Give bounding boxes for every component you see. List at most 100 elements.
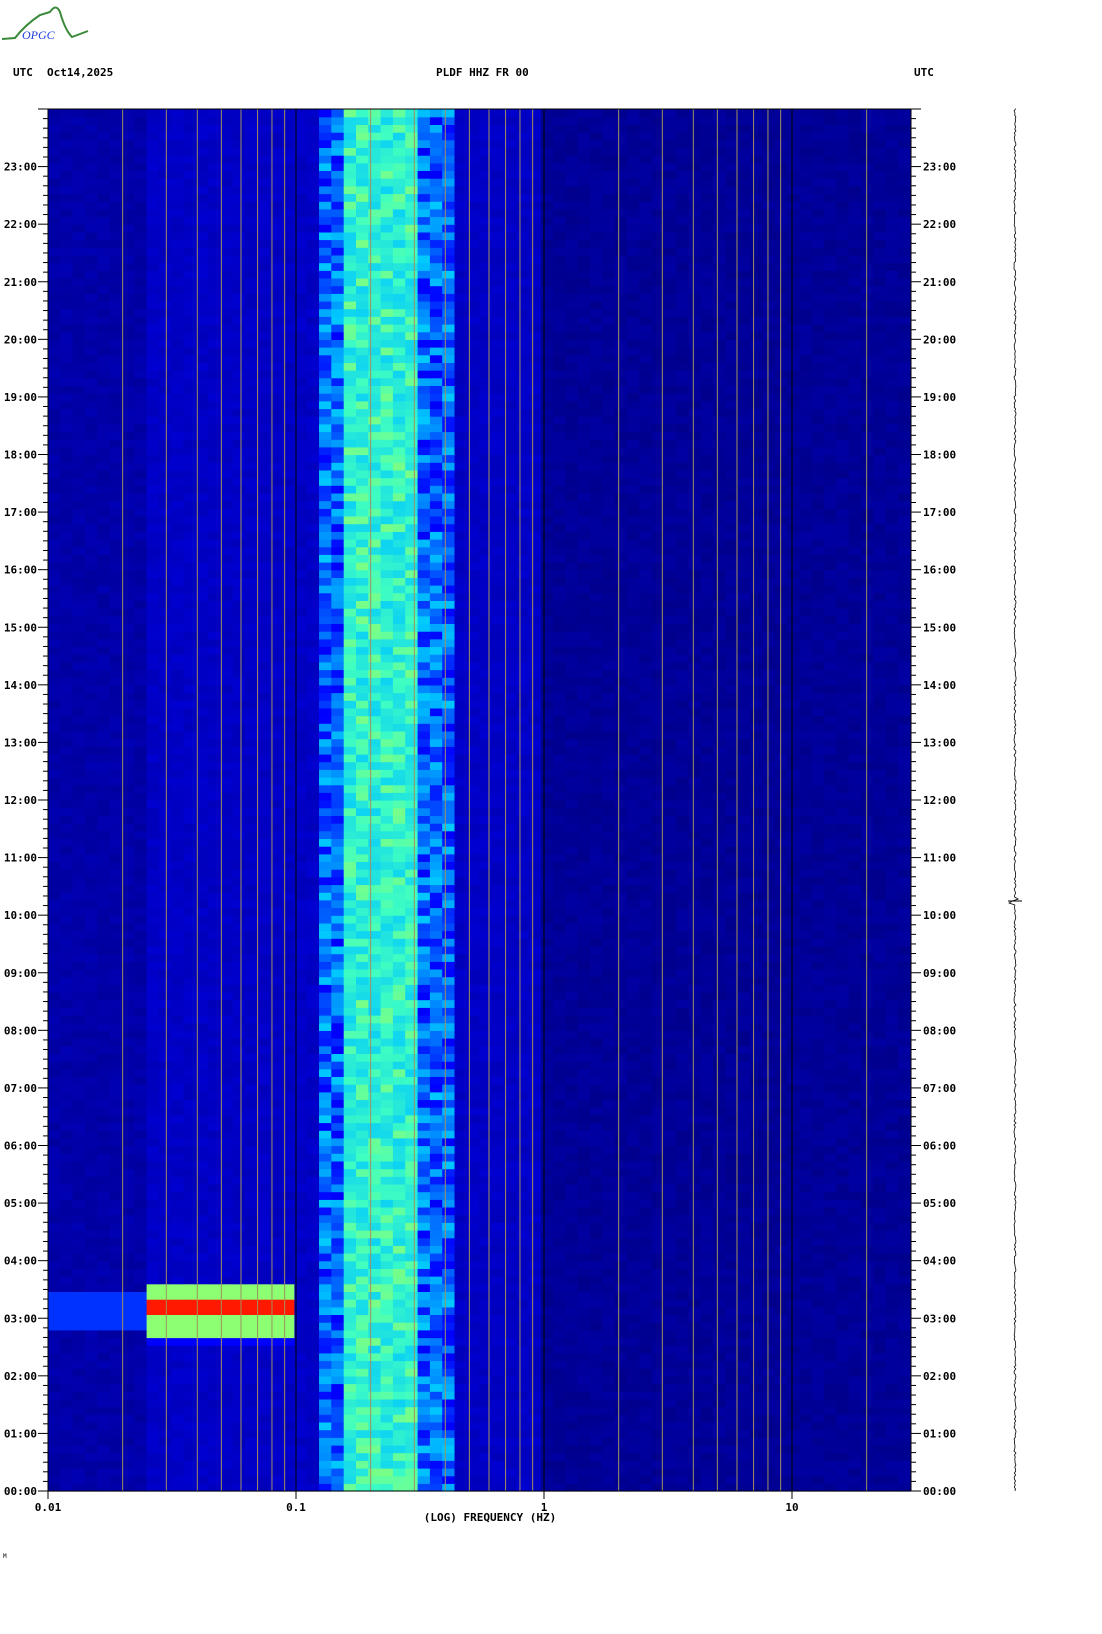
heatmap-cell (392, 1153, 406, 1162)
heatmap-cell (343, 1291, 357, 1300)
heatmap-cell (392, 1122, 406, 1131)
heatmap-cell (454, 1076, 468, 1085)
heatmap-cell (540, 1253, 554, 1262)
heatmap-cell (774, 1460, 788, 1469)
heatmap-cell (528, 1398, 542, 1408)
heatmap-cell (146, 945, 160, 955)
heatmap-cell (639, 1429, 653, 1438)
heatmap-cell (282, 1153, 295, 1162)
heatmap-cell (750, 1468, 764, 1477)
heatmap-cell (121, 1460, 135, 1469)
heatmap-cell (479, 1160, 493, 1170)
heatmap-cell (627, 1475, 640, 1484)
heatmap-cell (294, 1368, 308, 1377)
heatmap-cell (282, 1091, 295, 1101)
heatmap-cell (590, 1391, 603, 1400)
heatmap-cell (885, 1053, 899, 1062)
heatmap-cell (540, 1329, 554, 1339)
heatmap-cell (245, 1038, 258, 1047)
heatmap-cell (602, 1114, 616, 1124)
heatmap-cell (343, 1230, 357, 1239)
heatmap-cell (392, 1007, 406, 1016)
heatmap-cell (503, 1122, 517, 1131)
heatmap-cell (331, 961, 345, 970)
heatmap-cell (257, 1176, 271, 1185)
heatmap-cell (479, 1214, 493, 1223)
heatmap-cell (134, 1475, 148, 1484)
heatmap-cell (811, 1068, 825, 1077)
heatmap-cell (491, 1222, 505, 1231)
heatmap-cell (651, 1214, 665, 1223)
logo-text: OPGC (22, 28, 56, 42)
heatmap-cell (343, 1107, 357, 1116)
heatmap-cell (528, 1291, 542, 1300)
heatmap-cell (171, 1153, 185, 1162)
heatmap-cell (97, 1222, 111, 1231)
heatmap-cell (134, 1452, 148, 1461)
heatmap-cell (294, 1084, 308, 1093)
heatmap-cell (861, 1145, 874, 1154)
heatmap-cell (134, 1253, 148, 1262)
heatmap-cell (491, 945, 505, 955)
heatmap-cell (577, 968, 591, 978)
heatmap-cell (688, 1084, 702, 1093)
heatmap-cell (72, 1421, 86, 1431)
heatmap-cell (208, 1468, 221, 1477)
heatmap-cell (282, 1107, 295, 1116)
heatmap-cell (146, 1222, 160, 1231)
heatmap-cell (479, 961, 493, 970)
heatmap-cell (700, 1360, 714, 1369)
heatmap-cell (885, 1268, 899, 1277)
heatmap-cell (429, 1107, 443, 1116)
heatmap-cell (885, 1368, 899, 1377)
heatmap-cell (479, 1391, 493, 1400)
heatmap-cell (405, 1306, 419, 1315)
heatmap-cell (627, 976, 640, 985)
heatmap-cell (60, 961, 74, 970)
heatmap-cell (171, 1183, 185, 1193)
heatmap-cell (824, 984, 837, 993)
heatmap-cell (85, 1360, 98, 1369)
heatmap-cell (442, 1091, 456, 1101)
heatmap-cell (762, 1429, 776, 1438)
heatmap-cell (590, 1230, 603, 1239)
heatmap-cell (774, 1168, 788, 1177)
heatmap-cell (602, 1398, 616, 1408)
heatmap-cell (737, 1398, 751, 1408)
heatmap-cell (146, 1061, 160, 1070)
heatmap-cell (577, 1222, 591, 1231)
heatmap-cell (232, 1176, 246, 1185)
heatmap-cell (208, 1199, 221, 1208)
heatmap-cell (97, 1007, 111, 1016)
heatmap-cell (60, 1398, 74, 1408)
heatmap-cell (183, 1022, 197, 1031)
heatmap-cell (466, 1253, 480, 1262)
heatmap-cell (861, 976, 874, 985)
heatmap-cell (195, 999, 209, 1008)
heatmap-cell (700, 1253, 714, 1262)
heatmap-cell (269, 1414, 283, 1423)
heatmap-cell (639, 1030, 653, 1039)
heatmap-cell (528, 1176, 542, 1185)
heatmap-cell (454, 1007, 468, 1016)
heatmap-cell (380, 1452, 394, 1461)
heatmap-cell (799, 968, 813, 978)
heatmap-cell (195, 1268, 209, 1277)
heatmap-cell (503, 1283, 517, 1292)
heatmap-cell (528, 1191, 542, 1200)
heatmap-cell (700, 976, 714, 985)
heatmap-cell (836, 1406, 850, 1415)
heatmap-cell (232, 1414, 246, 1423)
heatmap-cell (799, 1199, 813, 1208)
heatmap-cell (787, 984, 800, 993)
heatmap-cell (282, 1398, 295, 1408)
heatmap-cell (121, 999, 135, 1008)
heatmap-cell (553, 976, 566, 985)
heatmap-cell (85, 1137, 98, 1147)
heatmap-cell (651, 1191, 665, 1200)
heatmap-cell (651, 1130, 665, 1139)
heatmap-cell (380, 984, 394, 993)
heatmap-cell (553, 1237, 566, 1246)
heatmap-cell (109, 1061, 123, 1070)
heatmap-cell (405, 1253, 419, 1262)
